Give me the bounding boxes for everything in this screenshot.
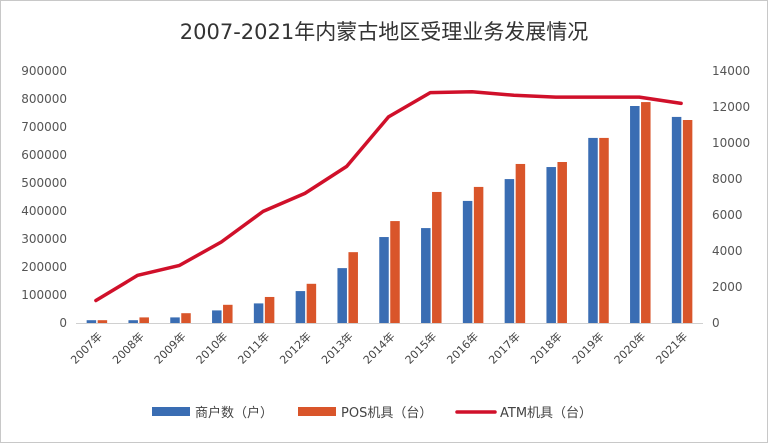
chart-title: 2007-2021年内蒙古地区受理业务发展情况 xyxy=(180,20,588,44)
merchant-bar xyxy=(462,200,473,323)
legend-item[interactable]: 商户数（户） xyxy=(152,405,273,421)
merchant-bar xyxy=(588,137,598,323)
x-tick-label: 2014年 xyxy=(360,329,397,366)
legend-label: POS机具（台） xyxy=(341,406,432,421)
pos-bar xyxy=(515,163,526,323)
x-tick-label: 2019年 xyxy=(569,329,606,366)
y-left-tick-label: 400000 xyxy=(21,204,67,218)
merchant-bar xyxy=(337,268,347,323)
y-left-tick-label: 200000 xyxy=(21,260,67,274)
y-left-tick-label: 100000 xyxy=(21,288,67,302)
x-tick-label: 2017年 xyxy=(486,329,523,366)
legend-item[interactable]: POS机具（台） xyxy=(298,406,432,421)
y-right-tick-label: 6000 xyxy=(712,208,743,222)
y-right-tick-label: 14000 xyxy=(712,64,750,78)
y-left-tick-label: 800000 xyxy=(21,92,67,106)
pos-bar xyxy=(139,317,149,323)
x-tick-label: 2013年 xyxy=(318,329,355,366)
x-tick-label: 2012年 xyxy=(277,329,314,366)
pos-bar xyxy=(473,186,484,323)
pos-bar xyxy=(223,304,233,323)
pos-bar xyxy=(641,102,651,323)
y-right-tick-label: 10000 xyxy=(712,136,750,150)
y-right-tick-label: 4000 xyxy=(712,244,743,258)
y-axis-left: 0 100000 200000 300000 400000 500000 600000 700… xyxy=(21,64,67,330)
x-tick-label: 2008年 xyxy=(109,329,146,366)
pos-bar xyxy=(97,320,108,323)
merchant-bar xyxy=(170,317,180,323)
merchant-bar xyxy=(295,291,306,323)
pos-bar xyxy=(348,252,358,323)
y-left-tick-label: 0 xyxy=(59,316,67,330)
x-tick-label: 2010年 xyxy=(193,329,230,366)
legend-label: 商户数（户） xyxy=(195,405,273,421)
pos-bar xyxy=(432,191,442,323)
legend-label: ATM机具（台） xyxy=(500,406,592,421)
legend-swatch xyxy=(298,407,336,416)
pos-bar xyxy=(390,221,400,323)
atm-line-layer xyxy=(94,89,683,303)
x-tick-label: 2016年 xyxy=(444,329,481,366)
pos-bar xyxy=(682,120,693,323)
x-tick-label: 2020年 xyxy=(611,329,648,366)
legend-swatch xyxy=(152,407,190,416)
y-left-tick-label: 600000 xyxy=(21,148,67,162)
pos-bar xyxy=(599,137,609,323)
x-tick-label: 2018年 xyxy=(527,329,564,366)
pos-bar xyxy=(306,283,317,323)
x-axis: 2007年 2008年 2009年 2010年 2011年 2012年 2013年 2014年… xyxy=(68,329,691,366)
merchant-bar xyxy=(671,116,682,323)
merchant-bar xyxy=(504,179,515,323)
merchant-bar xyxy=(630,106,640,323)
merchant-bar xyxy=(86,320,97,323)
merchant-bar xyxy=(253,303,264,323)
merchant-bar xyxy=(212,310,222,323)
y-right-tick-label: 2000 xyxy=(712,280,743,294)
merchant-bar xyxy=(128,320,138,323)
pos-bar xyxy=(264,296,275,323)
y-right-tick-label: 0 xyxy=(712,316,720,330)
x-tick-label: 2007年 xyxy=(68,329,105,366)
y-right-tick-label: 12000 xyxy=(712,100,750,114)
x-tick-label: 2011年 xyxy=(235,329,272,366)
pos-bar xyxy=(557,162,567,323)
legend-item[interactable]: ATM机具（台） xyxy=(455,406,592,421)
y-left-tick-label: 900000 xyxy=(21,64,67,78)
x-tick-label: 2015年 xyxy=(402,329,439,366)
y-axis-right: 0 2000 4000 6000 8000 10000 12000 14000 xyxy=(712,64,750,330)
pos-bar xyxy=(181,313,191,323)
merchant-bar xyxy=(546,167,556,323)
x-tick-label: 2021年 xyxy=(653,329,690,366)
merchant-bar xyxy=(379,237,389,323)
y-left-tick-label: 300000 xyxy=(21,232,67,246)
merchant-bar xyxy=(421,228,431,323)
y-left-tick-label: 700000 xyxy=(21,120,67,134)
x-tick-label: 2009年 xyxy=(151,329,188,366)
y-left-tick-label: 500000 xyxy=(21,176,67,190)
legend: 商户数（户） POS机具（台） ATM机具（台） xyxy=(152,405,592,421)
y-right-tick-label: 8000 xyxy=(712,172,743,186)
bars xyxy=(86,102,693,323)
